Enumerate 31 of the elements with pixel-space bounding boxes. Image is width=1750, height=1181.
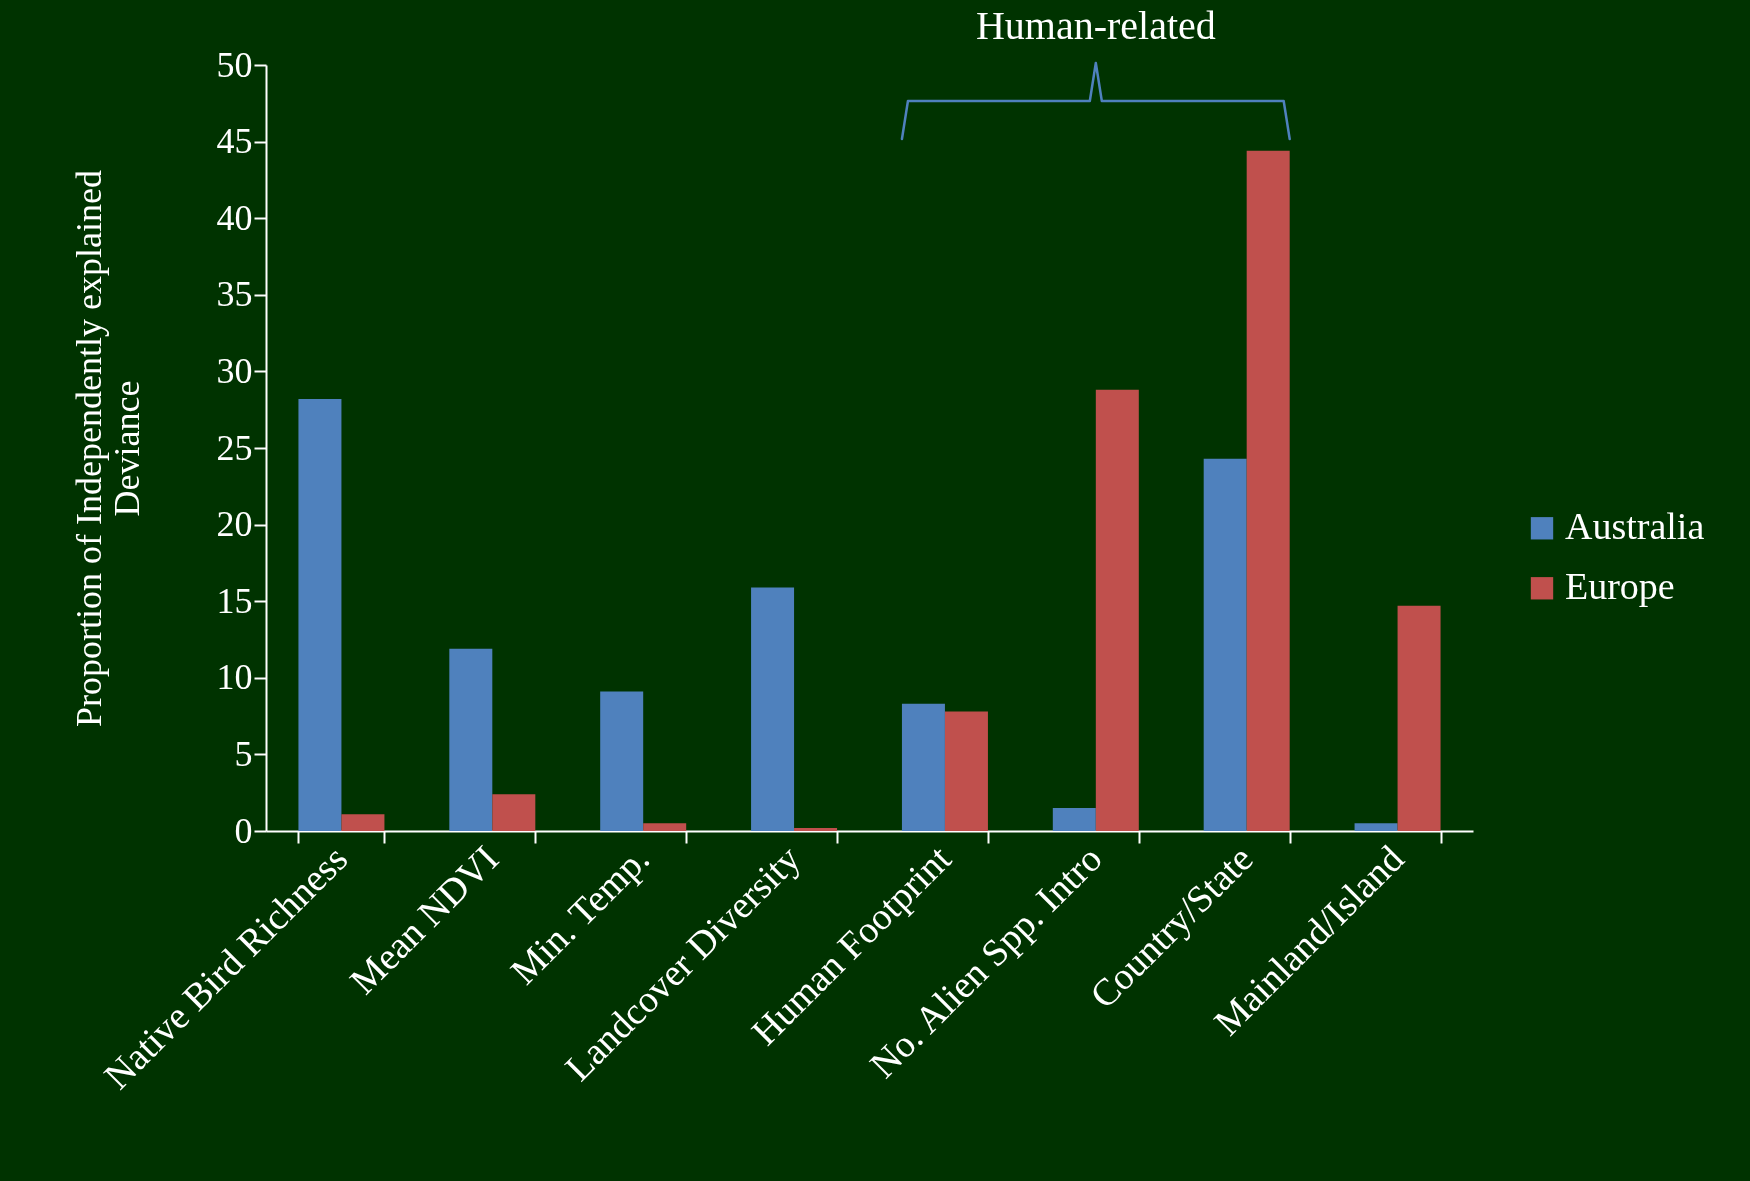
y-tick-label: 45 <box>216 121 253 162</box>
bar <box>449 648 493 831</box>
y-tick-label: 30 <box>216 350 253 391</box>
y-tick-label: 10 <box>216 657 253 698</box>
bar <box>944 711 988 831</box>
y-axis-title: Proportion of Independently explained Deviance <box>68 170 147 727</box>
bar <box>794 827 838 831</box>
bar <box>341 814 385 831</box>
bar <box>1095 389 1139 831</box>
y-tick-label: 15 <box>216 580 253 621</box>
bar <box>1397 605 1441 831</box>
legend-label: Australia <box>1565 505 1705 548</box>
text: Human-related <box>975 3 1216 48</box>
bar <box>1354 823 1398 831</box>
y-tick-label: 0 <box>234 810 253 851</box>
y-tick-label: 40 <box>216 197 253 238</box>
bar <box>643 823 687 831</box>
y-tick-label: 35 <box>216 274 253 315</box>
y-tick-label: 50 <box>216 44 253 85</box>
bar <box>298 398 342 831</box>
y-tick-label: 5 <box>234 733 253 774</box>
bar <box>1052 808 1096 831</box>
y-tick-label: 25 <box>216 427 253 468</box>
bar <box>1203 458 1247 831</box>
bar <box>1246 150 1290 831</box>
y-tick-label: 20 <box>216 504 253 545</box>
bar <box>492 794 536 831</box>
bar <box>751 587 795 831</box>
bar <box>901 703 945 831</box>
bar <box>600 691 644 831</box>
legend-label: Europe <box>1565 565 1675 608</box>
